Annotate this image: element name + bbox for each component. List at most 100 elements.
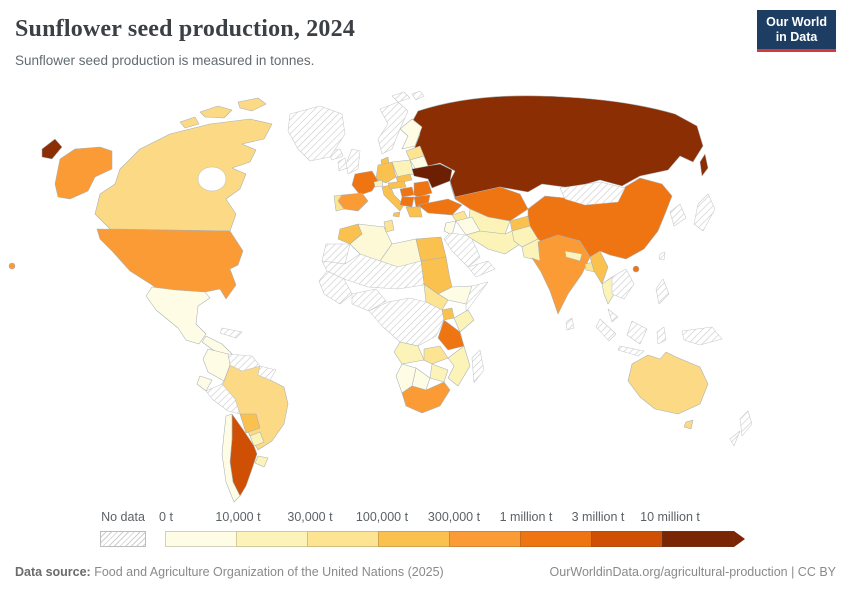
country-mongolia[interactable] bbox=[559, 181, 626, 206]
country-nz-south[interactable] bbox=[729, 430, 741, 447]
country-angola[interactable] bbox=[393, 341, 425, 365]
country-egypt[interactable] bbox=[415, 236, 447, 262]
country-svalbard[interactable] bbox=[391, 90, 425, 103]
legend-bin-4[interactable] bbox=[449, 531, 521, 547]
country-austria[interactable] bbox=[387, 180, 407, 190]
country-sumatra[interactable] bbox=[595, 318, 617, 342]
country-myanmar[interactable] bbox=[589, 250, 609, 285]
country-india[interactable] bbox=[531, 234, 591, 315]
country-usa[interactable] bbox=[96, 228, 244, 300]
country-tunisia[interactable] bbox=[383, 219, 395, 233]
country-usa-alaska[interactable] bbox=[54, 146, 113, 200]
country-java[interactable] bbox=[617, 345, 645, 357]
country-saudi-arabia[interactable] bbox=[443, 232, 481, 268]
world-choropleth-map bbox=[8, 90, 753, 503]
data-source-label: Data source: bbox=[15, 565, 91, 579]
legend-bin-5[interactable] bbox=[520, 531, 592, 547]
owid-logo[interactable]: Our World in Data bbox=[757, 10, 836, 52]
legend-tick-6: 3 million t bbox=[571, 510, 625, 524]
country-colombia[interactable] bbox=[202, 348, 231, 382]
country-taiwan[interactable] bbox=[658, 251, 666, 261]
country-greenland[interactable] bbox=[287, 105, 346, 162]
country-portugal[interactable] bbox=[333, 194, 345, 212]
country-mozambique[interactable] bbox=[447, 345, 471, 387]
legend-tick-2: 30,000 t bbox=[287, 510, 333, 524]
country-nepal[interactable] bbox=[564, 250, 583, 262]
chart-subtitle: Sunflower seed production is measured in… bbox=[15, 53, 315, 68]
country-hungary[interactable] bbox=[399, 186, 415, 198]
country-canada-arctic3[interactable] bbox=[179, 116, 200, 129]
country-serbia[interactable] bbox=[399, 196, 415, 208]
legend-tick-1: 10,000 t bbox=[215, 510, 261, 524]
country-canada-arctic1[interactable] bbox=[199, 105, 233, 119]
country-switzerland[interactable] bbox=[373, 179, 384, 188]
country-philippines[interactable] bbox=[655, 278, 670, 305]
country-usa-hawaii[interactable] bbox=[8, 262, 16, 270]
country-uganda[interactable] bbox=[441, 307, 455, 321]
country-kazakhstan[interactable] bbox=[449, 182, 529, 222]
country-canada[interactable] bbox=[94, 118, 273, 232]
country-zambia[interactable] bbox=[423, 345, 449, 365]
legend-bin-0[interactable] bbox=[165, 531, 237, 547]
country-hainan[interactable] bbox=[632, 265, 640, 273]
country-paraguay[interactable] bbox=[249, 431, 265, 447]
country-borneo[interactable] bbox=[626, 320, 648, 345]
country-russia-sakhalin[interactable] bbox=[699, 153, 709, 177]
country-madagascar[interactable] bbox=[471, 349, 485, 384]
country-south-sudan[interactable] bbox=[423, 283, 449, 311]
country-bolivia[interactable] bbox=[239, 413, 261, 434]
owid-logo-line1: Our World bbox=[766, 15, 827, 29]
country-france[interactable] bbox=[351, 170, 379, 196]
country-ireland[interactable] bbox=[337, 157, 348, 172]
country-australia[interactable] bbox=[627, 351, 709, 415]
footer-link[interactable]: OurWorldinData.org/agricultural-producti… bbox=[549, 565, 836, 579]
country-kenya[interactable] bbox=[453, 309, 475, 333]
country-new-guinea[interactable] bbox=[681, 326, 723, 346]
country-greece[interactable] bbox=[405, 206, 423, 218]
legend-bin-7[interactable] bbox=[662, 531, 734, 547]
legend-bin-1[interactable] bbox=[236, 531, 308, 547]
country-turkey[interactable] bbox=[417, 198, 463, 216]
legend-tick-7: 10 million t bbox=[640, 510, 700, 524]
country-japan[interactable] bbox=[693, 193, 716, 232]
country-russia[interactable] bbox=[411, 95, 704, 198]
country-sulawesi[interactable] bbox=[656, 326, 667, 345]
country-ukraine[interactable] bbox=[411, 163, 453, 189]
country-cuba[interactable] bbox=[219, 327, 243, 339]
country-west-africa[interactable] bbox=[318, 270, 353, 305]
country-nigeria[interactable] bbox=[351, 288, 387, 312]
country-czechia[interactable] bbox=[395, 173, 413, 184]
country-norway-sweden[interactable] bbox=[377, 101, 409, 155]
hudson-bay bbox=[197, 166, 227, 192]
legend-bin-6[interactable] bbox=[591, 531, 663, 547]
country-mexico[interactable] bbox=[145, 286, 211, 345]
legend-bin-2[interactable] bbox=[307, 531, 379, 547]
country-uk[interactable] bbox=[345, 148, 361, 175]
country-tasmania[interactable] bbox=[683, 419, 694, 430]
country-malaysia[interactable] bbox=[607, 308, 619, 323]
legend-tick-4: 300,000 t bbox=[427, 510, 481, 524]
country-korea[interactable] bbox=[669, 203, 687, 227]
country-finland[interactable] bbox=[399, 118, 423, 150]
country-mauritania[interactable] bbox=[321, 243, 351, 265]
legend-bin-3[interactable] bbox=[378, 531, 450, 547]
country-south-africa[interactable] bbox=[401, 381, 451, 414]
country-uruguay[interactable] bbox=[254, 455, 269, 468]
legend-no-data-swatch[interactable] bbox=[100, 531, 146, 547]
country-ethiopia[interactable] bbox=[437, 285, 473, 305]
country-germany[interactable] bbox=[375, 161, 397, 184]
country-yemen-oman[interactable] bbox=[467, 260, 496, 278]
country-russia-chukotka[interactable] bbox=[41, 138, 63, 160]
country-sri-lanka[interactable] bbox=[565, 317, 575, 331]
country-guyanas[interactable] bbox=[257, 365, 277, 381]
country-ecuador[interactable] bbox=[196, 375, 213, 392]
country-zimbabwe[interactable] bbox=[429, 363, 449, 383]
legend-tick-0: 0 t bbox=[159, 510, 173, 524]
country-italy-sicily[interactable] bbox=[392, 211, 401, 218]
country-nz-north[interactable] bbox=[739, 410, 753, 437]
country-indochina[interactable] bbox=[611, 268, 635, 300]
country-tanzania[interactable] bbox=[437, 319, 465, 351]
country-romania[interactable] bbox=[413, 180, 433, 198]
country-chile[interactable] bbox=[221, 413, 241, 503]
country-canada-arctic2[interactable] bbox=[237, 97, 267, 112]
